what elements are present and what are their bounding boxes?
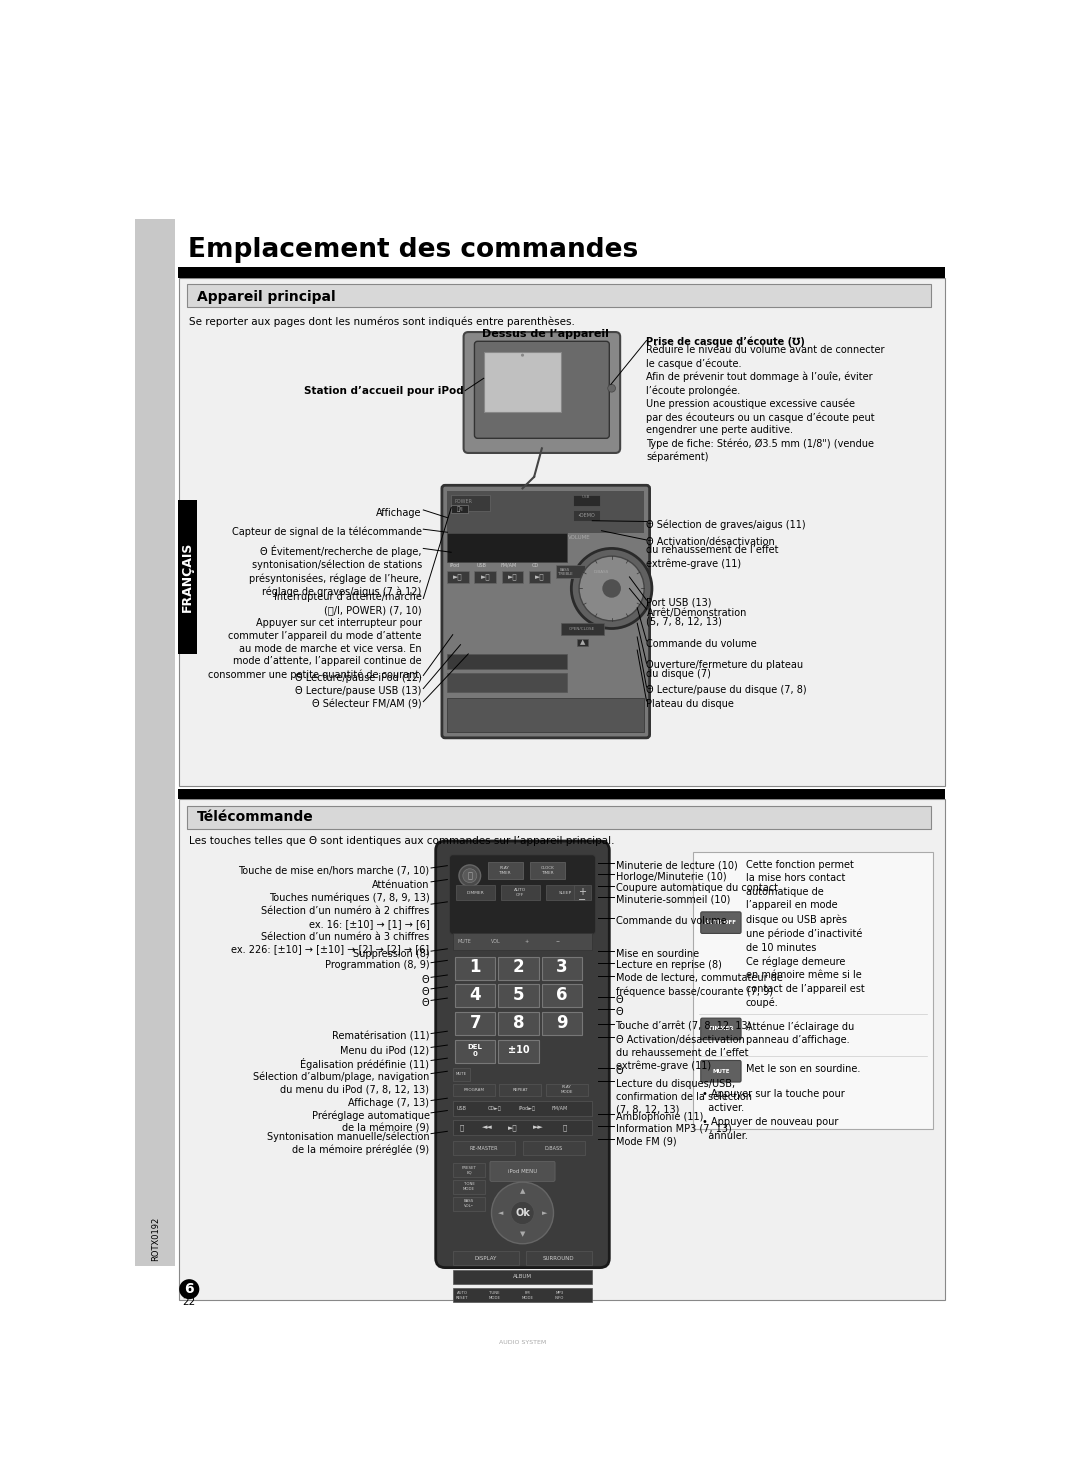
- Text: ⏮: ⏮: [460, 1124, 464, 1131]
- Bar: [542, 1012, 582, 1036]
- Bar: [453, 1289, 592, 1302]
- Text: PLAY
MODE: PLAY MODE: [561, 1086, 572, 1094]
- Text: Mode de lecture, commutateur de
fréquence basse/courante (7, 9): Mode de lecture, commutateur de fréquenc…: [616, 974, 782, 997]
- Bar: [499, 1012, 539, 1036]
- Text: ALBUM: ALBUM: [513, 1274, 532, 1280]
- Text: ▲: ▲: [519, 1189, 525, 1194]
- Text: 22: 22: [183, 1297, 195, 1308]
- Text: Station d’accueil pour iPod: Station d’accueil pour iPod: [303, 385, 463, 396]
- Bar: [572, 494, 600, 506]
- Bar: [542, 956, 582, 980]
- Text: Information MP3 (7, 13): Information MP3 (7, 13): [616, 1124, 731, 1134]
- Circle shape: [603, 580, 621, 597]
- Text: USB: USB: [457, 1106, 467, 1111]
- Text: REPEAT: REPEAT: [512, 1087, 528, 1091]
- Text: AUTO
RESET: AUTO RESET: [456, 1292, 469, 1300]
- Text: SLEEP: SLEEP: [558, 890, 571, 894]
- Text: Les touches telles que Θ sont identiques aux commandes sur l’appareil principal.: Les touches telles que Θ sont identiques…: [189, 837, 615, 846]
- Text: OPEN/CLOSE: OPEN/CLOSE: [569, 627, 595, 631]
- Text: Sélection d’album/plage, navigation
du menu du iPod (7, 8, 12, 13): Sélection d’album/plage, navigation du m…: [253, 1071, 430, 1094]
- Bar: [177, 268, 945, 278]
- Text: 7: 7: [470, 1014, 481, 1031]
- Bar: [455, 984, 496, 1008]
- Text: ROTX0192: ROTX0192: [151, 1217, 161, 1261]
- Bar: [453, 1197, 485, 1211]
- Bar: [474, 571, 496, 583]
- Bar: [453, 1084, 495, 1096]
- Text: Atténuation: Atténuation: [372, 880, 430, 890]
- Bar: [501, 886, 540, 900]
- Text: FM/AM: FM/AM: [500, 563, 516, 568]
- Bar: [447, 655, 567, 669]
- Circle shape: [579, 556, 644, 621]
- Circle shape: [459, 865, 481, 887]
- Text: ►►: ►►: [534, 1124, 544, 1131]
- Text: Capteur de signal de la télécommande: Capteur de signal de la télécommande: [232, 527, 422, 537]
- Text: Θ Évitement/recherche de plage,
syntonisation/sélection de stations
présyntonisé: Θ Évitement/recherche de plage, syntonis…: [249, 544, 422, 597]
- Circle shape: [608, 384, 616, 393]
- Text: ►: ►: [541, 1211, 546, 1217]
- Text: DIMMER: DIMMER: [708, 1027, 733, 1031]
- Text: ⏻: ⏻: [468, 871, 472, 880]
- Bar: [484, 352, 562, 412]
- Bar: [453, 1068, 470, 1081]
- Text: Θ: Θ: [616, 1066, 623, 1075]
- Text: CLOCK
TIMER: CLOCK TIMER: [540, 866, 554, 875]
- Text: 8: 8: [513, 1014, 525, 1031]
- Text: Lecture du disques/USB,
confirmation de la sélection
(7, 8, 12, 13): Lecture du disques/USB, confirmation de …: [616, 1078, 752, 1115]
- Bar: [499, 984, 539, 1008]
- Text: Ambiophonie (11): Ambiophonie (11): [616, 1112, 703, 1122]
- Text: AUDIO SYSTEM: AUDIO SYSTEM: [499, 1340, 546, 1344]
- Text: Θ Sélection de graves/aigus (11): Θ Sélection de graves/aigus (11): [647, 519, 806, 530]
- Text: Θ Lecture/pause du disque (7, 8): Θ Lecture/pause du disque (7, 8): [647, 684, 807, 694]
- Bar: [177, 500, 197, 655]
- Text: VOLUME: VOLUME: [568, 534, 591, 540]
- Text: Horloge/Minuterie (10): Horloge/Minuterie (10): [616, 872, 726, 881]
- Text: AUTO
OFF: AUTO OFF: [514, 888, 526, 897]
- Text: • Appuyer sur la touche pour
  activer.
• Appuyer de nouveau pour
  annuler.: • Appuyer sur la touche pour activer. • …: [702, 1089, 845, 1141]
- Text: Θ: Θ: [616, 1006, 623, 1016]
- Text: Θ Lecture/pause iPod (12): Θ Lecture/pause iPod (12): [295, 674, 422, 683]
- Text: 2: 2: [513, 958, 525, 977]
- Text: Interrupteur d’attente/marche
(⏻/I, POWER) (7, 10)
Appuyer sur cet interrupteur : Interrupteur d’attente/marche (⏻/I, POWE…: [207, 593, 422, 680]
- Bar: [529, 571, 551, 583]
- Text: Dessus de l’appareil: Dessus de l’appareil: [483, 330, 609, 338]
- Text: Coupure automatique du contact: Coupure automatique du contact: [616, 884, 778, 893]
- Text: TONE
MODE: TONE MODE: [463, 1183, 475, 1192]
- Circle shape: [463, 869, 476, 883]
- Bar: [456, 886, 495, 900]
- Bar: [545, 886, 584, 900]
- Text: Égalisation prédéfinie (11): Égalisation prédéfinie (11): [300, 1058, 430, 1071]
- Text: Ouverture/fermeture du plateau: Ouverture/fermeture du plateau: [647, 660, 804, 671]
- Text: Affichage (7, 13): Affichage (7, 13): [349, 1099, 430, 1108]
- Text: ►⏸: ►⏸: [454, 574, 463, 580]
- FancyBboxPatch shape: [442, 485, 649, 738]
- Bar: [577, 638, 589, 646]
- Text: Mode FM (9): Mode FM (9): [616, 1137, 676, 1147]
- Bar: [447, 533, 567, 562]
- Text: MUTE: MUTE: [712, 1069, 730, 1074]
- Bar: [455, 956, 496, 980]
- Text: −: −: [578, 894, 586, 905]
- Text: du disque (7): du disque (7): [647, 668, 712, 678]
- Circle shape: [511, 1202, 535, 1224]
- Bar: [499, 1084, 541, 1096]
- Text: +: +: [524, 940, 528, 944]
- Text: ⏭: ⏭: [563, 1124, 567, 1131]
- FancyBboxPatch shape: [701, 1018, 741, 1040]
- Text: 6: 6: [185, 1283, 194, 1296]
- Text: 3: 3: [556, 958, 568, 977]
- Text: iPod: iPod: [449, 563, 459, 568]
- Bar: [530, 862, 565, 878]
- Text: Mise en sourdine: Mise en sourdine: [616, 949, 699, 959]
- Text: Θ Activation/désactivation: Θ Activation/désactivation: [647, 537, 775, 547]
- Text: Programmation (8, 9): Programmation (8, 9): [325, 961, 430, 971]
- Text: Préréglage automatique
de la mémoire (9): Préréglage automatique de la mémoire (9): [311, 1111, 430, 1134]
- Text: 4: 4: [470, 986, 481, 1005]
- Bar: [589, 565, 616, 578]
- Text: Plateau du disque: Plateau du disque: [647, 699, 734, 709]
- Text: Commande du volume: Commande du volume: [616, 916, 726, 925]
- Text: Emplacement des commandes: Emplacement des commandes: [188, 237, 638, 263]
- Bar: [572, 510, 600, 521]
- FancyBboxPatch shape: [701, 912, 741, 934]
